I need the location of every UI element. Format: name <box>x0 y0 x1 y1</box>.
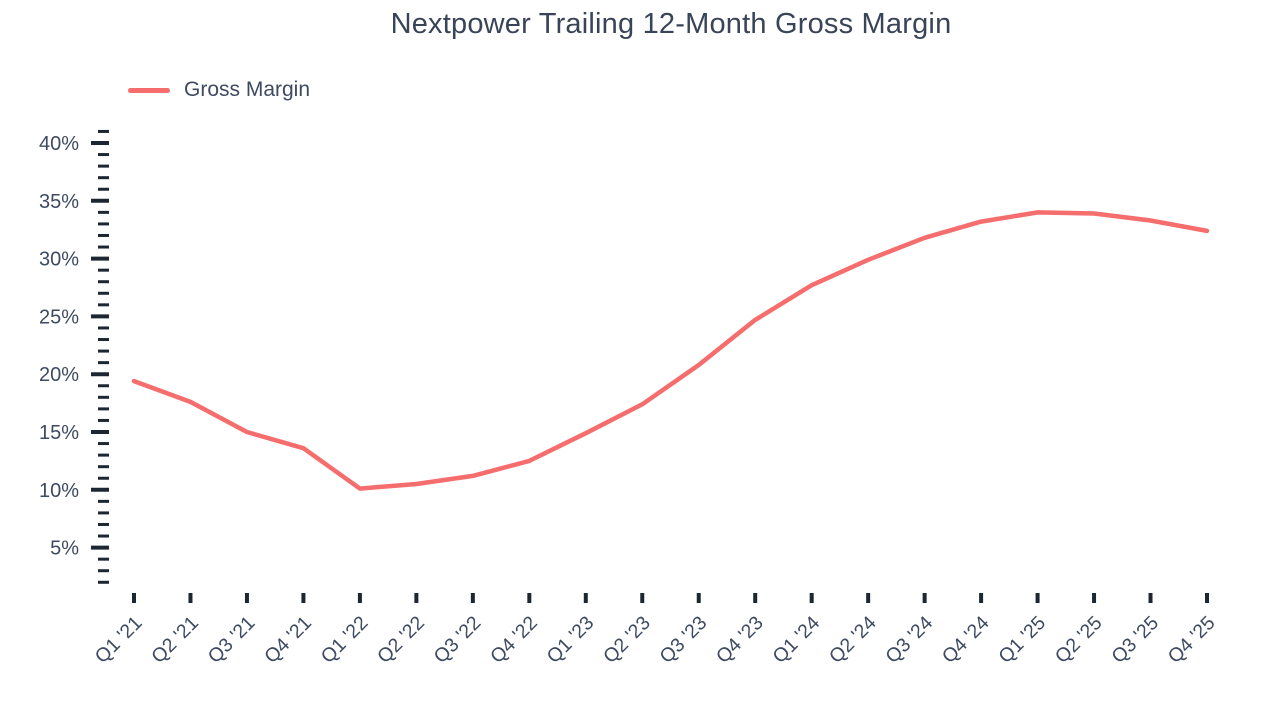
y-tick-label: 30% <box>39 249 79 271</box>
y-tick-label: 35% <box>39 191 79 213</box>
chart-title: Nextpower Trailing 12-Month Gross Margin <box>390 8 952 40</box>
x-tick-label: Q3 '23 <box>656 612 712 668</box>
x-tick-label: Q3 '24 <box>881 612 937 668</box>
x-tick-label: Q3 '21 <box>204 612 260 668</box>
x-tick-label: Q4 '24 <box>938 612 994 668</box>
x-tick-label: Q3 '22 <box>430 612 486 668</box>
x-tick-label: Q1 '24 <box>768 612 824 668</box>
legend-line-swatch <box>128 87 170 93</box>
x-tick-label: Q1 '25 <box>994 612 1050 668</box>
x-tick-label: Q2 '25 <box>1051 612 1107 668</box>
y-tick-label: 40% <box>39 133 79 155</box>
x-tick-label: Q4 '23 <box>712 612 768 668</box>
y-tick-label: 20% <box>39 364 79 386</box>
x-tick-label: Q1 '21 <box>91 612 147 668</box>
x-tick-label: Q1 '22 <box>317 612 373 668</box>
x-tick-label: Q2 '23 <box>599 612 655 668</box>
x-tick-label: Q2 '21 <box>147 612 203 668</box>
x-tick-label: Q4 '21 <box>260 612 316 668</box>
gross-margin-line <box>131 210 1210 491</box>
y-tick-label: 15% <box>39 422 79 444</box>
x-tick-label: Q1 '23 <box>543 612 599 668</box>
y-tick-label: 10% <box>39 480 79 502</box>
y-tick-label: 5% <box>50 538 79 560</box>
x-tick-label: Q2 '22 <box>373 612 429 668</box>
legend-label: Gross Margin <box>184 78 311 101</box>
x-tick-label: Q2 '24 <box>825 612 881 668</box>
legend: Gross Margin <box>128 78 310 102</box>
y-tick-label: 25% <box>39 306 79 328</box>
x-tick-label: Q3 '25 <box>1107 612 1163 668</box>
x-tick-label: Q4 '25 <box>1164 612 1220 668</box>
x-tick-label: Q4 '22 <box>486 612 542 668</box>
